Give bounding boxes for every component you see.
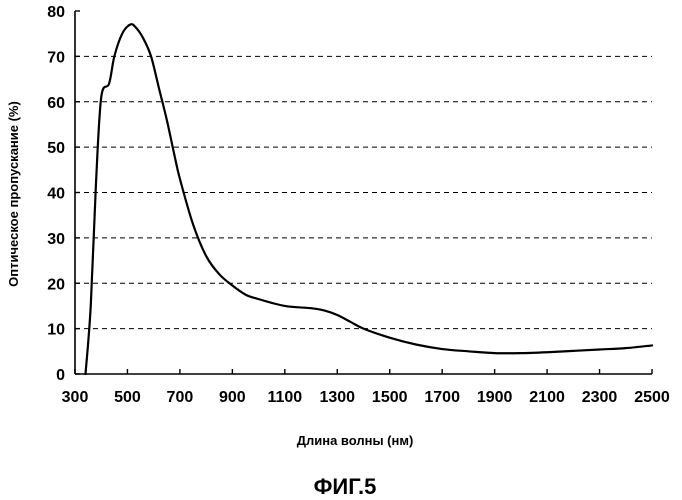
x-tick-label-900: 900: [219, 389, 246, 406]
x-tick-labels: 300 500 700 900 1100 1300 1500 1700 1900 2100 2300…: [62, 389, 670, 406]
x-tick-label-1900: 1900: [477, 389, 513, 406]
y-tick-label-0: 0: [56, 367, 65, 384]
y-tick-label-40: 40: [47, 186, 65, 203]
figure-caption: ФИГ.5: [314, 474, 377, 499]
x-tick-label-1300: 1300: [319, 389, 355, 406]
y-axis-title: Оптическое пропускание (%): [6, 101, 21, 287]
x-tick-label-1100: 1100: [267, 389, 302, 406]
x-tick-label-700: 700: [167, 389, 194, 406]
y-tick-label-70: 70: [47, 49, 65, 66]
series-layer: [85, 24, 652, 374]
x-tick-label-500: 500: [114, 389, 141, 406]
y-tick-label-20: 20: [47, 276, 65, 293]
y-tick-label-30: 30: [47, 231, 65, 248]
y-tick-labels: 0 10 20 30 40 50 60 70 80: [47, 4, 65, 384]
y-tick-label-60: 60: [47, 95, 65, 112]
x-tick-label-300: 300: [62, 389, 89, 406]
series-line-0: [85, 24, 652, 374]
x-tick-label-2500: 2500: [634, 389, 670, 406]
x-tick-label-1500: 1500: [372, 389, 408, 406]
y-tick-label-50: 50: [47, 140, 65, 157]
y-tick-label-80: 80: [47, 4, 65, 21]
x-axis-title: Длина волны (нм): [297, 433, 414, 448]
x-tick-label-2100: 2100: [529, 389, 565, 406]
x-tick-label-2300: 2300: [582, 389, 618, 406]
y-tick-label-10: 10: [47, 322, 65, 339]
x-tick-label-1700: 1700: [424, 389, 460, 406]
